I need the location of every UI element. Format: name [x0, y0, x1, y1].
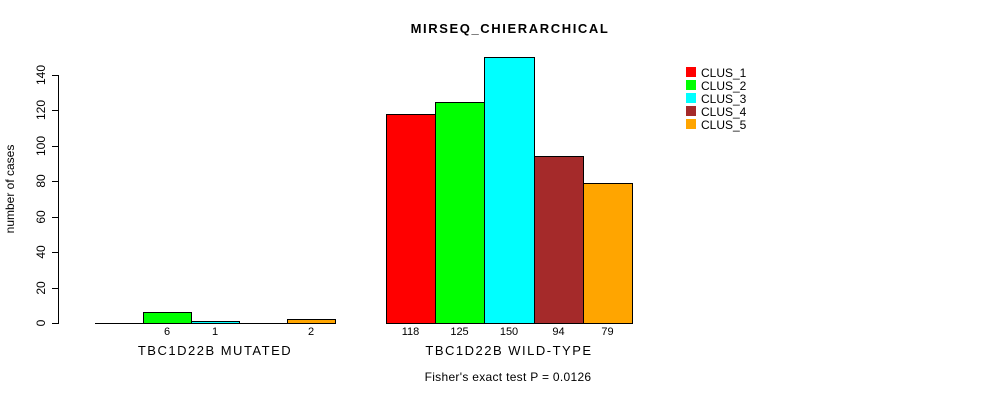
bar-value-label: 125	[450, 326, 469, 338]
y-axis-label: number of cases	[3, 144, 17, 234]
y-tick-label: 20	[34, 281, 48, 295]
bar-clus_3	[191, 321, 240, 324]
legend-swatch-clus_1	[686, 67, 696, 77]
bar-clus_2	[435, 102, 485, 324]
legend-label: CLUS_2	[701, 79, 747, 93]
bar-value-label: 6	[163, 326, 171, 338]
y-tick-label: 100	[34, 135, 48, 157]
bar-clus_5	[583, 183, 633, 324]
y-tick-label: 140	[34, 64, 48, 86]
y-tick-mark	[52, 252, 59, 253]
legend-swatch-clus_5	[686, 119, 696, 129]
chart-title: MIRSEQ_CHIERARCHICAL	[410, 21, 610, 36]
bar-value-label: 118	[401, 326, 420, 338]
y-tick-mark	[52, 75, 59, 76]
bar-clus_4	[534, 156, 584, 324]
legend-label: CLUS_4	[701, 105, 747, 119]
y-tick-mark	[52, 181, 59, 182]
y-tick-mark	[52, 323, 59, 324]
y-tick-mark	[52, 110, 59, 111]
bar-value-label: 150	[499, 326, 519, 338]
bar-clus_2	[143, 312, 192, 324]
y-tick-mark	[52, 288, 59, 289]
bar-value-label: 79	[601, 326, 614, 338]
footnote-fisher-test: Fisher's exact test P = 0.0126	[424, 370, 592, 384]
bar-clus_1	[386, 114, 436, 324]
y-tick-label: 120	[34, 99, 48, 121]
bar-value-label: 94	[552, 326, 565, 338]
y-tick-label: 40	[34, 245, 48, 259]
y-tick-mark	[52, 146, 59, 147]
legend-label: CLUS_5	[701, 118, 747, 132]
legend-label: CLUS_1	[701, 66, 747, 80]
y-tick-label: 80	[34, 174, 48, 188]
legend-swatch-clus_2	[686, 80, 696, 90]
group-label: TBC1D22B WILD-TYPE	[425, 343, 593, 358]
y-tick-label: 0	[34, 319, 48, 327]
bar-clus_5	[287, 319, 336, 324]
legend-swatch-clus_4	[686, 106, 696, 116]
bar-value-label: 2	[307, 326, 315, 338]
y-tick-mark	[52, 217, 59, 218]
bar-clus_3	[484, 57, 535, 324]
legend-swatch-clus_3	[686, 93, 696, 103]
legend-label: CLUS_3	[701, 92, 747, 106]
bar-value-label: 1	[211, 326, 219, 338]
y-tick-label: 60	[34, 210, 48, 224]
y-axis-line	[58, 75, 59, 324]
group-label: TBC1D22B MUTATED	[137, 343, 293, 358]
